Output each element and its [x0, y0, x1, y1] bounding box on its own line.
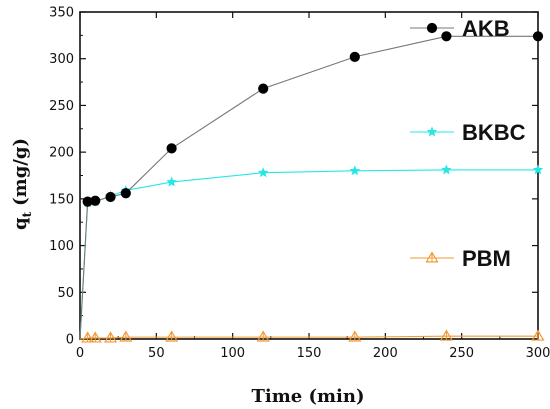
legend-label-bkbc: BKBC — [462, 120, 526, 145]
svg-text:qt(mg/g): qt (mg/g) — [10, 138, 34, 230]
legend: AKB BKBC PBM — [410, 16, 526, 271]
axes: 0 50 100 150 200 250 300 0 50 100 150 200 250 300 350 — [49, 6, 550, 362]
y-axis-label-q: q — [10, 217, 31, 230]
legend-item-akb: AKB — [410, 16, 510, 41]
data-point-akb — [441, 31, 452, 42]
x-tick-label: 200 — [373, 346, 398, 361]
series-layer — [79, 31, 545, 343]
data-point-pbm — [165, 330, 179, 342]
data-point-pbm — [439, 329, 453, 341]
y-tick-label: 0 — [66, 333, 74, 348]
data-point-akb — [105, 191, 116, 203]
data-point-pbm — [531, 329, 545, 341]
series-line-akb — [79, 35, 538, 340]
data-point-bkbc — [441, 164, 452, 175]
legend-label-akb: AKB — [462, 16, 510, 41]
x-tick-label: 250 — [449, 346, 474, 361]
series-akb — [79, 31, 544, 340]
data-point-pbm-shape — [81, 331, 95, 343]
data-point-akb — [349, 51, 360, 62]
x-tick-label: 0 — [76, 346, 84, 361]
legend-marker-akb — [426, 22, 438, 34]
x-axis-label: Time (min) — [251, 386, 364, 407]
y-tick-label: 200 — [49, 146, 74, 161]
y-axis-label-sub: t — [20, 211, 34, 217]
data-point-akb — [532, 31, 544, 42]
legend-label-pbm: PBM — [462, 246, 511, 271]
data-point-bkbc — [349, 165, 361, 176]
x-tick-label: 300 — [526, 346, 550, 361]
y-axis-label-unit: (mg/g) — [10, 138, 31, 206]
data-point-pbm — [81, 331, 95, 343]
data-point-pbm — [88, 331, 102, 343]
data-point-bkbc — [532, 164, 544, 175]
y-tick-label: 100 — [49, 239, 74, 254]
legend-item-bkbc: BKBC — [410, 120, 526, 145]
y-axis-label: qt (mg/g) — [10, 138, 34, 230]
data-point-pbm-shape — [88, 331, 102, 343]
y-tick-label: 150 — [49, 192, 74, 207]
y-tick-label: 50 — [57, 286, 74, 301]
data-point-akb — [258, 83, 269, 94]
data-point-bkbc — [257, 167, 269, 178]
legend-marker-bkbc — [426, 126, 438, 137]
y-tick-label: 350 — [49, 6, 74, 21]
series-pbm — [79, 329, 545, 343]
x-tick-label: 50 — [148, 346, 165, 361]
legend-marker-pbm — [425, 251, 439, 263]
data-point-bkbc — [166, 176, 177, 187]
data-point-pbm — [103, 331, 118, 343]
data-point-akb — [166, 143, 177, 154]
data-point-pbm — [119, 330, 133, 342]
data-point-akb — [90, 195, 101, 206]
x-tick-label: 150 — [297, 346, 322, 361]
data-point-pbm-shape — [103, 331, 118, 343]
legend-item-pbm: PBM — [410, 246, 511, 271]
data-point-pbm — [256, 330, 270, 342]
y-tick-label: 250 — [49, 99, 74, 114]
y-tick-label: 300 — [49, 52, 74, 67]
plot-frame — [79, 11, 539, 340]
x-tick-label: 100 — [220, 346, 245, 361]
data-point-pbm — [348, 330, 362, 342]
data-point-akb — [120, 188, 131, 199]
